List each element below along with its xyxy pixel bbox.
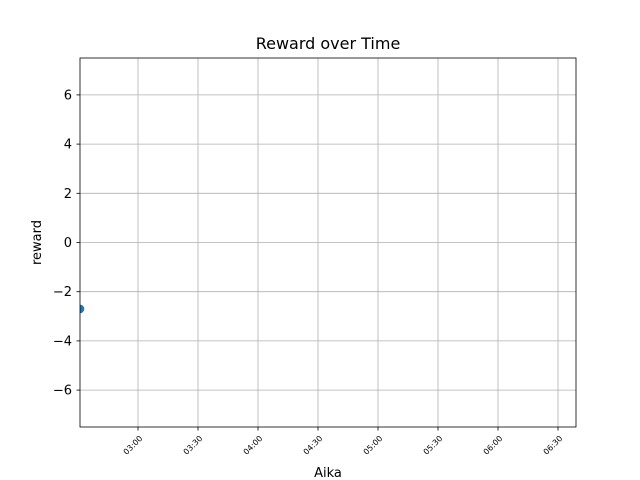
y-tick-label: 6 (64, 88, 72, 103)
ticks (76, 94, 559, 431)
y-tick-label: −2 (53, 285, 72, 300)
y-tick-label: 2 (64, 187, 72, 202)
y-tick-label: −4 (53, 334, 72, 349)
y-tick-label: 4 (64, 138, 72, 153)
grid (80, 58, 576, 427)
data-point (80, 304, 85, 314)
chart-title: Reward over Time (256, 34, 401, 53)
y-tick-label: 0 (64, 236, 72, 251)
plot-frame (79, 57, 577, 428)
y-tick-label: −6 (53, 384, 72, 399)
y-axis-label: reward (30, 220, 45, 265)
x-axis-label: Aika (314, 466, 342, 480)
points (80, 304, 85, 314)
